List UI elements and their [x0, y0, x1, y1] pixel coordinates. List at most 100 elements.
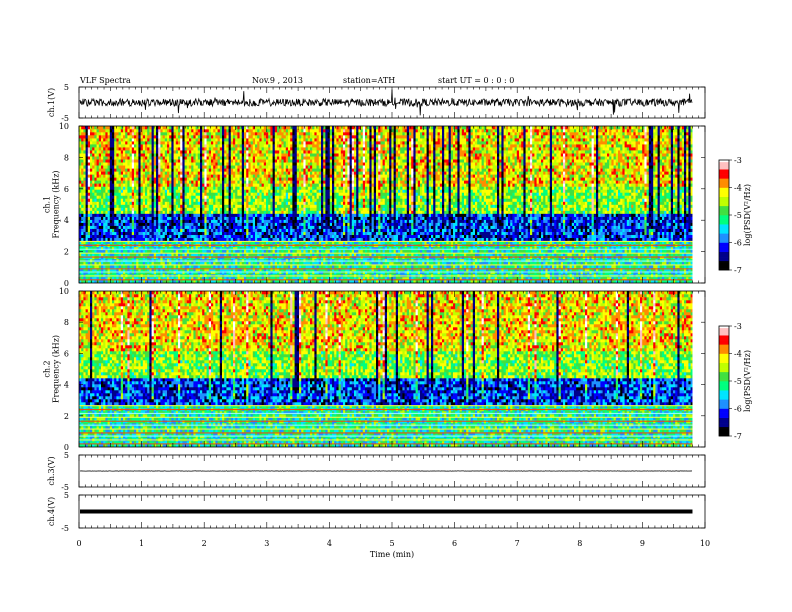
spectrogram-cell: [206, 132, 210, 136]
spectrogram-cell: [162, 174, 166, 178]
spectrogram-cell: [158, 144, 161, 148]
spectrogram-cell: [237, 192, 240, 196]
spectrogram-cell: [116, 126, 119, 130]
spectrogram-cell: [127, 216, 130, 220]
spectrogram-cell: [263, 207, 267, 211]
spectrogram-cell: [235, 153, 238, 157]
spectrogram-cell: [173, 264, 177, 269]
spectrogram-cell: [268, 237, 271, 242]
spectrogram-cell: [255, 207, 258, 211]
spectrogram-cell: [105, 147, 108, 151]
spectrogram-cell: [138, 183, 141, 187]
spectrogram-cell: [197, 225, 201, 229]
spectrogram-cell: [226, 195, 229, 199]
spectrogram-cell: [202, 264, 205, 269]
spectrogram-cell: [127, 258, 130, 263]
spectrogram-cell: [226, 222, 229, 226]
spectrogram-cell: [211, 222, 214, 226]
spectrogram-cell: [120, 225, 124, 229]
spectrogram-cell: [268, 216, 271, 220]
spectrogram-cell: [274, 198, 278, 202]
spectrogram-cell: [145, 135, 148, 139]
spectrogram-cell: [215, 156, 218, 160]
spectrogram-cell: [224, 135, 227, 139]
spectrogram-cell: [101, 264, 104, 269]
spectrogram-cell: [149, 186, 152, 190]
spectrogram-cell: [184, 162, 188, 166]
spectrogram-cell: [279, 192, 282, 196]
spectrogram-cell: [237, 222, 240, 226]
spectrogram-cell: [211, 183, 214, 187]
spectrogram-cell: [138, 216, 141, 220]
spectrogram-cell: [81, 225, 84, 229]
spectrogram-cell: [252, 129, 256, 133]
spectrogram-cell: [109, 159, 113, 163]
spectrogram-cell: [230, 280, 234, 283]
spectrogram-cell: [208, 162, 212, 166]
spectrogram-cell: [167, 213, 170, 217]
spectrogram-cell: [233, 228, 236, 233]
spectrogram-cell: [250, 147, 254, 151]
spectrogram-cell: [222, 246, 225, 251]
spectrogram-cell: [219, 240, 223, 245]
spectrogram-cell: [213, 165, 216, 169]
spectrogram-cell: [105, 159, 108, 163]
spectrogram-cell: [158, 204, 161, 208]
spectrogram-cell: [123, 147, 126, 151]
spectrogram-cell: [215, 264, 218, 269]
spectrogram-cell: [114, 168, 117, 172]
spectrogram-cell: [186, 168, 190, 172]
spectrogram-cell: [241, 138, 245, 142]
spectrogram-cell: [120, 210, 124, 214]
spectrogram-cell: [248, 237, 251, 242]
spectrogram-cell: [90, 249, 93, 254]
spectrogram-cell: [230, 177, 234, 181]
spectrogram-cell: [138, 174, 141, 178]
spectrogram-cell: [193, 147, 196, 151]
spectrogram-cell: [160, 135, 163, 139]
spectrogram-cell: [173, 186, 177, 190]
spectrogram-cell: [215, 249, 218, 254]
spectrogram-cell: [241, 252, 245, 257]
spectrogram-cell: [208, 228, 212, 233]
spectrogram-cell: [90, 195, 93, 199]
spectrogram-cell: [237, 237, 240, 242]
spectrogram-cell: [241, 135, 245, 139]
spectrogram-cell: [151, 213, 155, 217]
spectrogram-cell: [235, 222, 238, 226]
spectrogram-cell: [182, 267, 185, 272]
spectrogram-cell: [81, 207, 84, 211]
spectrogram-cell: [171, 267, 174, 272]
spectrogram-cell: [219, 207, 223, 211]
spectrogram-cell: [182, 189, 185, 193]
spectrogram-cell: [195, 189, 199, 193]
spectrogram-cell: [279, 207, 282, 211]
spectrogram-cell: [85, 225, 89, 229]
spectrogram-cell: [197, 171, 201, 175]
spectrogram-cell: [211, 219, 214, 223]
spectrogram-cell: [233, 144, 236, 148]
spectrogram-cell: [94, 168, 97, 172]
spectrogram-cell: [191, 240, 194, 245]
spectrogram-cell: [118, 162, 122, 166]
spectrogram-cell: [252, 138, 256, 142]
spectrogram-cell: [193, 252, 196, 257]
spectrogram-cell: [197, 147, 201, 151]
spectrogram-cell: [252, 189, 256, 193]
spectrogram-cell: [230, 213, 234, 217]
spectrogram-cell: [136, 249, 139, 254]
spectrogram-cell: [151, 204, 155, 208]
spectrogram-cell: [272, 222, 276, 226]
spectrogram-cell: [244, 195, 247, 199]
spectrogram-cell: [248, 141, 251, 145]
spectrogram-cell: [263, 252, 267, 257]
spectrogram-cell: [103, 219, 106, 223]
spectrogram-cell: [206, 153, 210, 157]
spectrogram-cell: [96, 156, 100, 160]
spectrogram-cell: [81, 177, 84, 181]
spectrogram-cell: [180, 201, 183, 205]
spectrogram-cell: [200, 222, 203, 226]
spectrogram-cell: [200, 126, 203, 130]
spectrogram-cell: [125, 246, 128, 251]
spectrogram-cell: [149, 141, 152, 145]
